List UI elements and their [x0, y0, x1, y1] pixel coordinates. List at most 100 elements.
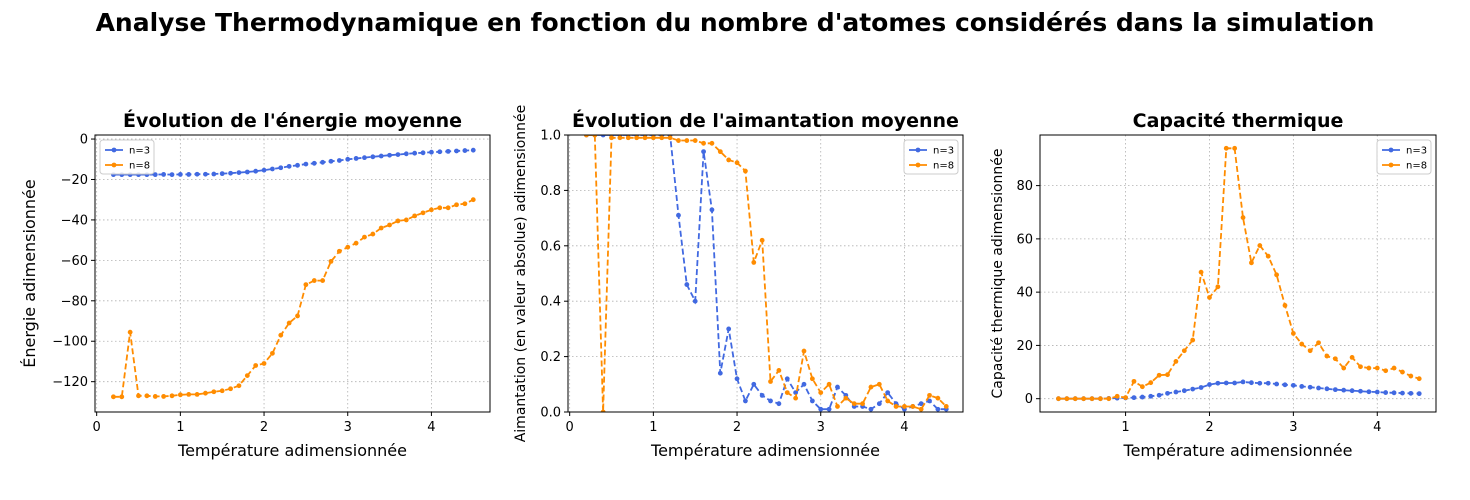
- legend-label: n=8: [933, 161, 954, 172]
- plot-area: [1056, 145, 1422, 402]
- data-point-n3: [1299, 384, 1305, 389]
- data-point-n8: [592, 135, 598, 138]
- subplot-1: 0 1 2 3 4 0 −20 −40 −60 −80 −100 −120 Évolution de l…: [20, 109, 491, 460]
- data-point-n3: [286, 163, 292, 169]
- data-point-n8: [119, 394, 125, 400]
- data-point-n8: [1114, 393, 1120, 399]
- data-point-n3: [935, 406, 941, 412]
- data-point-n8: [1148, 380, 1154, 386]
- legend: n=3n=8: [903, 139, 959, 175]
- data-point-n8: [617, 135, 623, 141]
- data-point-n3: [295, 162, 300, 168]
- x-tick-label: 3: [1289, 420, 1297, 435]
- data-point-n3: [826, 406, 832, 412]
- data-point-n8: [650, 135, 656, 141]
- x-tick-label: 1: [1121, 420, 1129, 435]
- data-point-n3: [1148, 393, 1154, 399]
- data-point-n8: [219, 388, 225, 394]
- data-point-n3: [1282, 382, 1288, 388]
- y-tick-label: 0.8: [540, 184, 561, 199]
- data-point-n8: [1056, 396, 1061, 402]
- data-point-n8: [1207, 295, 1212, 300]
- data-point-n8: [768, 379, 773, 384]
- data-point-n8: [1072, 396, 1078, 402]
- data-point-n8: [1358, 364, 1363, 370]
- figure-suptitle: Analyse Thermodynamique en fonction du n…: [96, 8, 1375, 37]
- data-point-n8: [286, 320, 292, 326]
- data-point-n8: [818, 390, 824, 396]
- data-point-n3: [1257, 380, 1263, 386]
- data-point-n3: [734, 376, 740, 382]
- data-point-n8: [1106, 396, 1112, 402]
- y-tick-label: 0.2: [540, 350, 561, 365]
- data-point-n8: [1341, 365, 1347, 371]
- data-point-n3: [1232, 380, 1238, 386]
- data-point-n8: [843, 395, 849, 401]
- data-point-n8: [893, 404, 899, 409]
- data-point-n8: [127, 329, 133, 335]
- data-point-n3: [236, 170, 242, 176]
- data-point-n8: [1299, 341, 1305, 347]
- legend-marker: [111, 147, 117, 153]
- data-point-n3: [918, 401, 924, 407]
- data-point-n3: [801, 381, 807, 387]
- data-point-n3: [692, 298, 698, 304]
- y-tick-label: −60: [61, 254, 88, 269]
- data-point-n3: [1207, 382, 1212, 387]
- x-tick-label: 4: [427, 420, 435, 435]
- data-point-n8: [1139, 384, 1145, 390]
- data-point-n3: [470, 147, 476, 153]
- legend-label: n=3: [933, 146, 954, 157]
- data-point-n3: [194, 171, 200, 177]
- x-axis-label: Température adimensionnée: [177, 441, 407, 460]
- data-point-n8: [801, 348, 807, 354]
- subplot-2: 0 1 2 3 4 0.0 0.2 0.4 0.6 0.8 1.0 Évolution de l'ai…: [513, 105, 964, 460]
- data-point-n3: [1249, 380, 1254, 386]
- data-point-n8: [1198, 269, 1204, 275]
- plot-area: [584, 135, 949, 412]
- data-point-n8: [353, 240, 359, 246]
- data-point-n8: [1366, 365, 1372, 371]
- data-point-n8: [437, 205, 443, 211]
- data-point-n3: [1324, 386, 1330, 392]
- data-point-n3: [809, 398, 815, 404]
- data-point-n8: [709, 140, 715, 146]
- data-point-n3: [1349, 388, 1355, 394]
- data-point-n3: [161, 172, 167, 177]
- data-point-n3: [454, 148, 459, 154]
- data-point-n8: [935, 395, 941, 401]
- data-point-n3: [1198, 385, 1204, 390]
- data-point-n8: [600, 409, 606, 412]
- data-point-n3: [429, 149, 434, 155]
- data-point-n8: [345, 244, 351, 250]
- data-point-n3: [244, 169, 250, 175]
- x-axis-label: Température adimensionnée: [1123, 441, 1353, 460]
- data-point-n8: [236, 383, 242, 389]
- data-point-n3: [211, 171, 217, 177]
- data-point-n8: [793, 395, 799, 401]
- data-point-n3: [885, 390, 891, 396]
- data-point-n8: [169, 393, 175, 399]
- data-point-n3: [177, 172, 183, 177]
- data-point-n8: [1391, 365, 1397, 371]
- data-point-n8: [1307, 348, 1313, 354]
- data-point-n8: [1349, 354, 1355, 360]
- data-point-n8: [659, 135, 665, 141]
- data-point-n8: [609, 135, 614, 141]
- x-tick-label: 1: [649, 420, 657, 435]
- data-point-n3: [1165, 390, 1170, 396]
- data-point-n8: [835, 404, 840, 409]
- data-point-n3: [387, 152, 392, 158]
- data-point-n8: [1332, 356, 1338, 362]
- data-point-n8: [876, 381, 882, 387]
- data-point-n3: [1290, 382, 1296, 388]
- data-point-n8: [1282, 303, 1288, 308]
- data-point-n8: [1265, 253, 1271, 259]
- data-point-n3: [1374, 389, 1380, 395]
- x-tick-label: 4: [900, 420, 908, 435]
- y-tick-label: −80: [61, 294, 88, 309]
- data-point-n3: [353, 156, 359, 161]
- legend-marker: [915, 147, 921, 153]
